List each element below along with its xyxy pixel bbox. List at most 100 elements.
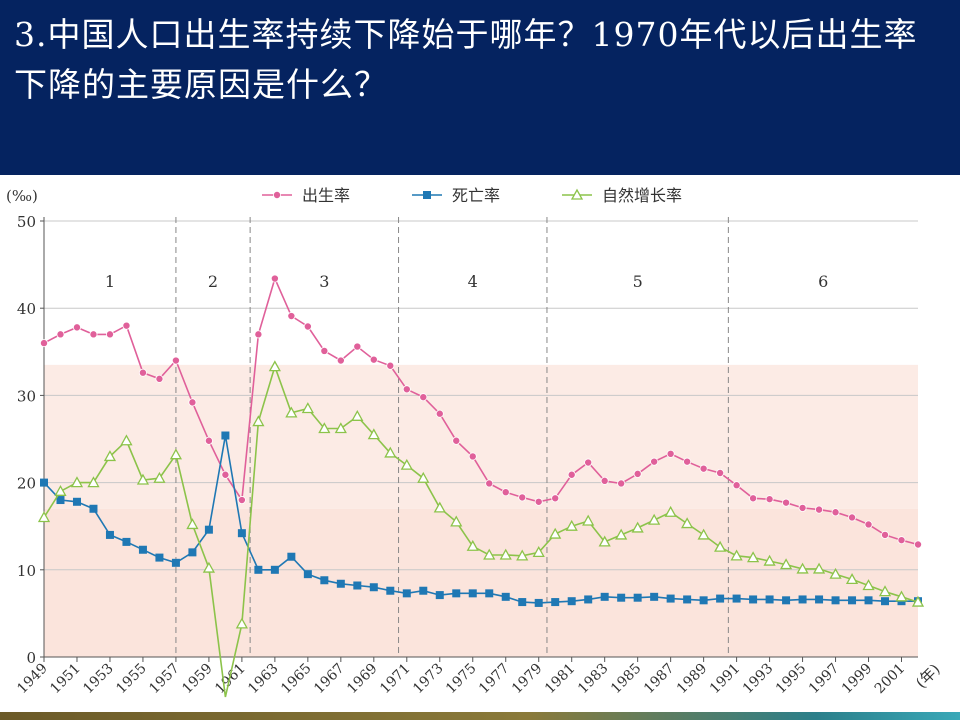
series-2-point-1991 <box>730 549 743 561</box>
series-0-point-1979 <box>534 497 543 506</box>
series-1-point-1966 <box>320 576 329 585</box>
series-2-point-1987 <box>664 505 677 517</box>
series-2-point-1992 <box>746 551 760 563</box>
series-0-point-1997 <box>831 508 840 517</box>
series-2-point-1954 <box>120 434 133 446</box>
band-0 <box>44 364 918 509</box>
series-2-point-1965 <box>301 402 314 414</box>
series-1-point-1979 <box>534 598 543 607</box>
period-label-6: 6 <box>818 272 828 291</box>
series-0-point-1951 <box>72 323 81 332</box>
series-0-point-1953 <box>105 330 114 339</box>
series-0-point-1992 <box>749 494 758 503</box>
x-tick-label-1957: 1957 <box>146 661 183 698</box>
series-0-point-1974 <box>452 436 461 445</box>
series-1-point-1989 <box>699 596 708 605</box>
x-tick-label-1961: 1961 <box>212 661 249 698</box>
series-2-point-1969 <box>367 428 380 440</box>
series-0-point-1976 <box>485 479 494 488</box>
period-label-5: 5 <box>633 272 643 291</box>
x-tick-label-1987: 1987 <box>641 661 678 698</box>
series-0-point-1990 <box>716 469 725 478</box>
x-tick-label-1979: 1979 <box>509 661 546 698</box>
series-0-point-1986 <box>650 457 659 466</box>
series-1-point-1953 <box>105 530 114 539</box>
series-1-point-1955 <box>138 545 147 554</box>
series-2-point-1950 <box>54 484 67 496</box>
series-0-point-1984 <box>617 479 626 488</box>
series-0-point-1968 <box>353 342 362 351</box>
series-0-point-1962 <box>254 330 263 339</box>
series-2-point-1962 <box>252 415 265 427</box>
x-axis-unit: (年) <box>912 660 944 692</box>
series-0-point-1989 <box>699 464 708 473</box>
period-label-2: 2 <box>208 272 218 291</box>
series-2-point-1989 <box>697 528 710 540</box>
population-rate-chart: 1 2 3 4 5 601020304050(‰)19491951195319551957… <box>6 186 944 698</box>
series-0-point-2001 <box>897 536 906 545</box>
series-1-point-1992 <box>749 595 758 604</box>
y-tick-label-0: 0 <box>26 649 36 667</box>
x-tick-label-1989: 1989 <box>674 661 711 698</box>
series-0-point-1998 <box>848 513 857 522</box>
question-text: 3.中国人口出生率持续下降始于哪年？1970年代以后出生率下降的主要原因是什么？ <box>14 15 918 104</box>
series-1-point-1993 <box>765 595 774 604</box>
series-2-point-1958 <box>186 518 199 530</box>
x-tick-label-1965: 1965 <box>278 661 315 698</box>
series-1-point-1987 <box>666 594 675 603</box>
series-1-point-1957 <box>171 558 180 567</box>
series-2-point-1955 <box>136 473 150 485</box>
series-2-point-1973 <box>433 501 446 513</box>
series-1-point-1995 <box>798 595 807 604</box>
x-tick-label-1951: 1951 <box>47 661 84 698</box>
series-2-point-1968 <box>351 409 364 421</box>
series-1-point-1965 <box>303 570 312 579</box>
series-2-point-1985 <box>631 521 644 533</box>
series-0-point-1957 <box>171 356 180 365</box>
series-1-point-1976 <box>485 589 494 598</box>
chart-area: 1 2 3 4 5 6 0 10 20 30 40 50 (‰) 1949 1951 1953 1955 1957… <box>0 175 960 712</box>
x-tick-label-1963: 1963 <box>245 661 282 698</box>
series-0-point-1973 <box>435 409 444 418</box>
x-tick-label-1975: 1975 <box>443 661 480 698</box>
series-1-point-1971 <box>402 589 411 598</box>
series-0-point-1963 <box>270 274 279 283</box>
series-0-point-1977 <box>501 488 510 497</box>
series-1-point-1964 <box>287 552 296 561</box>
series-0-point-1965 <box>303 322 312 331</box>
series-2-point-1995 <box>796 562 809 574</box>
series-1-point-1984 <box>617 593 626 602</box>
series-2-point-1983 <box>598 535 611 547</box>
series-2-point-1982 <box>582 514 595 526</box>
series-2-point-1959 <box>202 561 216 573</box>
series-1-point-1997 <box>831 596 840 605</box>
y-axis-unit: (‰) <box>6 187 38 205</box>
y-tick-label-20: 20 <box>17 475 36 493</box>
series-2-point-1990 <box>714 540 727 552</box>
y-tick-label-50: 50 <box>17 213 36 231</box>
series-1-point-1994 <box>782 596 791 605</box>
legend-label-1: 死亡率 <box>452 186 500 205</box>
series-0-point-1993 <box>765 495 774 504</box>
series-2-point-1953 <box>103 450 117 462</box>
series-1-point-1950 <box>56 496 65 505</box>
series-2-point-1976 <box>483 548 496 560</box>
series-1-point-1991 <box>732 594 741 603</box>
series-1-point-1961 <box>237 529 246 538</box>
footer-bar <box>0 712 960 720</box>
series-2-point-1994 <box>779 558 793 570</box>
x-tick-label-1977: 1977 <box>476 661 513 698</box>
series-1-point-1981 <box>567 597 576 606</box>
x-tick-label-1993: 1993 <box>740 661 777 698</box>
series-0-point-1982 <box>584 458 593 467</box>
series-0-point-1954 <box>122 321 131 330</box>
series-2-point-1956 <box>153 471 166 483</box>
series-0-point-1994 <box>782 498 791 507</box>
series-1-point-1982 <box>584 595 593 604</box>
series-0-point-1983 <box>600 476 609 485</box>
x-tick-label-1981: 1981 <box>542 661 579 698</box>
x-tick-label-1985: 1985 <box>608 661 645 698</box>
series-1-point-1963 <box>270 565 279 574</box>
series-1-point-1985 <box>633 593 642 602</box>
series-2-point-1961 <box>235 617 248 629</box>
